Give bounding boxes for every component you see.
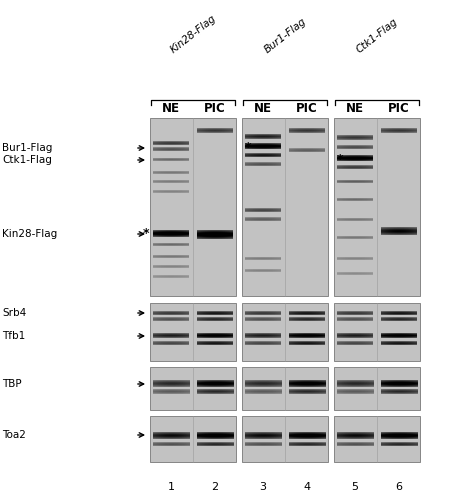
Text: Bur1-Flag: Bur1-Flag xyxy=(262,16,308,55)
Text: Ctk1-Flag: Ctk1-Flag xyxy=(355,16,400,55)
Text: PIC: PIC xyxy=(296,102,318,114)
Text: Ctk1-Flag: Ctk1-Flag xyxy=(2,155,52,165)
Text: Tfb1: Tfb1 xyxy=(2,331,25,341)
Bar xyxy=(150,118,236,296)
Text: 3: 3 xyxy=(260,482,266,492)
Bar xyxy=(150,303,236,361)
Bar xyxy=(242,303,328,361)
Text: 5: 5 xyxy=(351,482,359,492)
Text: Bur1-Flag: Bur1-Flag xyxy=(2,143,52,153)
Text: Kin28-Flag: Kin28-Flag xyxy=(168,13,218,55)
Text: PIC: PIC xyxy=(388,102,410,114)
Text: *: * xyxy=(143,228,149,240)
Text: NE: NE xyxy=(162,102,180,114)
Text: 6: 6 xyxy=(395,482,403,492)
Text: *: * xyxy=(337,152,344,166)
Text: *: * xyxy=(245,142,252,154)
Text: PIC: PIC xyxy=(204,102,226,114)
Bar xyxy=(334,416,420,462)
Text: NE: NE xyxy=(254,102,272,114)
Text: Srb4: Srb4 xyxy=(2,308,26,318)
Bar xyxy=(150,416,236,462)
Text: Toa2: Toa2 xyxy=(2,430,26,440)
Bar xyxy=(242,367,328,410)
Bar xyxy=(150,367,236,410)
Bar xyxy=(242,118,328,296)
Bar xyxy=(334,303,420,361)
Text: 1: 1 xyxy=(168,482,174,492)
Text: Kin28-Flag: Kin28-Flag xyxy=(2,229,57,239)
Bar xyxy=(334,367,420,410)
Bar xyxy=(334,118,420,296)
Text: 4: 4 xyxy=(303,482,311,492)
Bar xyxy=(242,416,328,462)
Text: 2: 2 xyxy=(212,482,218,492)
Text: TBP: TBP xyxy=(2,379,22,389)
Text: NE: NE xyxy=(346,102,364,114)
